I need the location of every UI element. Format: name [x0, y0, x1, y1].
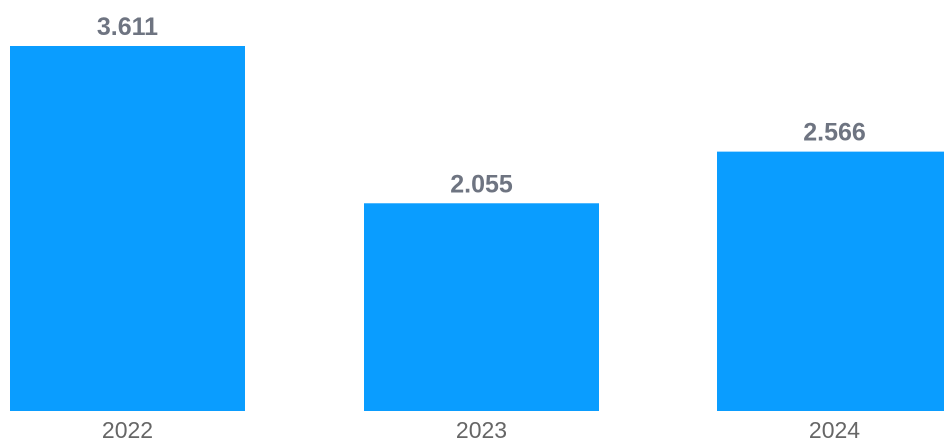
bar-2024: [717, 151, 944, 411]
value-label-2024: 2.566: [803, 119, 866, 147]
x-tick-label-2023: 2023: [456, 417, 507, 442]
bars-group: [10, 46, 944, 411]
value-label-2022: 3.611: [97, 13, 158, 41]
value-labels-group: 3.611 2.055 2.566: [97, 13, 866, 198]
bar-2022: [10, 46, 245, 411]
bar-2023: [364, 203, 599, 411]
x-tick-label-2022: 2022: [102, 417, 153, 442]
x-tick-label-2024: 2024: [809, 417, 860, 442]
x-axis-ticks: 2022 2023 2024: [102, 417, 860, 442]
value-label-2023: 2.055: [450, 170, 513, 198]
